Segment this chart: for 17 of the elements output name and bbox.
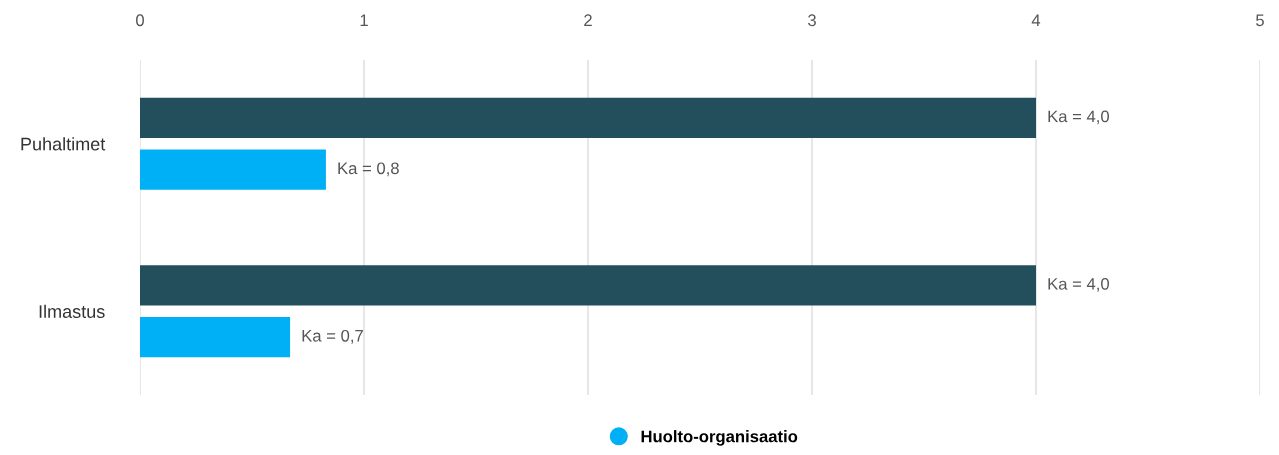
data-label: Ka = 4,0 xyxy=(1048,277,1110,292)
data-label: Ka = 4,0 xyxy=(1048,110,1110,125)
x-tick-label: 3 xyxy=(808,14,816,27)
x-tick-label: 0 xyxy=(136,14,144,27)
data-label: Ka = 0,8 xyxy=(338,162,399,177)
x-tick-label: 5 xyxy=(1256,14,1264,27)
x-tick-label: 4 xyxy=(1031,14,1041,26)
data-label: Ka = 0,7 xyxy=(302,329,363,344)
bar xyxy=(140,265,1036,306)
x-tick-label: 1 xyxy=(360,14,368,26)
x-tick-label: 2 xyxy=(584,14,592,26)
y-tick-label: Puhaltimet xyxy=(21,137,106,151)
bar xyxy=(140,317,291,358)
y-tick-label: Ilmastus xyxy=(39,304,105,318)
bar xyxy=(140,97,1036,138)
legend-label: Huolto-organisaatio xyxy=(641,430,798,446)
bar xyxy=(140,149,326,190)
